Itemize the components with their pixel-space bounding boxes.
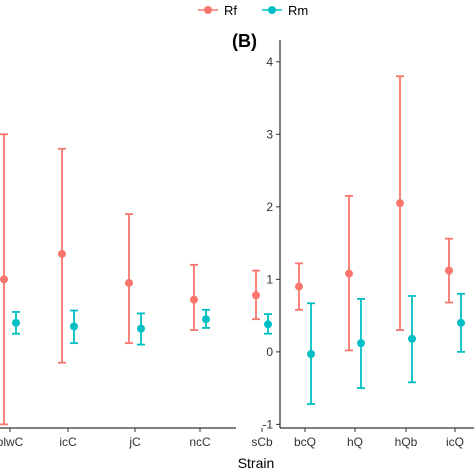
y-tick-label: 3 <box>266 127 273 141</box>
legend: Rf Rm <box>198 3 308 18</box>
x-tick-label: bcQ <box>294 435 316 449</box>
y-tick-label: 0 <box>266 345 273 359</box>
data-point-rm <box>137 324 145 333</box>
x-tick-label: ncC <box>189 435 211 449</box>
data-point-rf <box>295 282 303 291</box>
y-tick-label: 2 <box>266 200 273 214</box>
data-point-rm <box>408 334 416 343</box>
data-point-rf <box>58 249 66 258</box>
x-axis-title: Strain <box>238 455 275 471</box>
x-tick-label: blwC <box>0 435 24 449</box>
data-point-rm <box>357 339 365 348</box>
x-tick-label: jC <box>128 435 141 449</box>
data-point-rf <box>396 199 404 208</box>
data-point-rf <box>0 275 8 284</box>
data-point-rf <box>190 295 198 304</box>
panel-tag: (B) <box>232 31 257 51</box>
data-point-rf <box>445 266 453 275</box>
y-tick-label: 4 <box>266 55 273 69</box>
y-tick-label: 1 <box>266 272 273 286</box>
x-tick-label: icQ <box>446 435 464 449</box>
data-point-rf <box>125 278 133 287</box>
x-tick-label: sCb <box>251 435 273 449</box>
data-point-rf <box>345 269 353 278</box>
data-point-rm <box>457 318 465 327</box>
data-point-rm <box>202 315 210 324</box>
panel-a: blwC icC jC ncC sCb <box>0 133 273 449</box>
legend-label-rf: Rf <box>224 3 237 18</box>
x-tick-label: icC <box>59 435 77 449</box>
x-tick-label: hQ <box>347 435 363 449</box>
legend-label-rm: Rm <box>288 3 308 18</box>
data-point-rf <box>252 291 260 300</box>
data-point-rm <box>264 320 272 329</box>
data-point-rm <box>307 350 315 359</box>
legend-key-point-rm <box>268 6 276 14</box>
data-point-rm <box>70 322 78 331</box>
panel-b: -1 0 1 2 3 4 (B) bcQ hQ hQb icQ <box>232 31 474 449</box>
legend-key-point-rf <box>204 6 212 14</box>
data-point-rm <box>12 318 20 327</box>
y-tick-label: -1 <box>262 417 273 431</box>
x-tick-label: hQb <box>395 435 418 449</box>
